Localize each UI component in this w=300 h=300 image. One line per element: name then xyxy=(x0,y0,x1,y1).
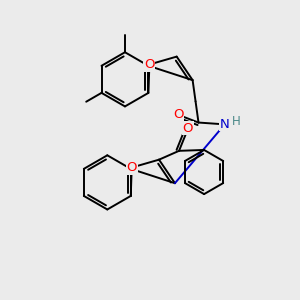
Text: H: H xyxy=(232,115,240,128)
Text: O: O xyxy=(173,108,184,121)
Text: O: O xyxy=(183,122,193,135)
Text: N: N xyxy=(220,118,230,130)
Text: O: O xyxy=(127,161,137,174)
Text: O: O xyxy=(144,58,154,71)
